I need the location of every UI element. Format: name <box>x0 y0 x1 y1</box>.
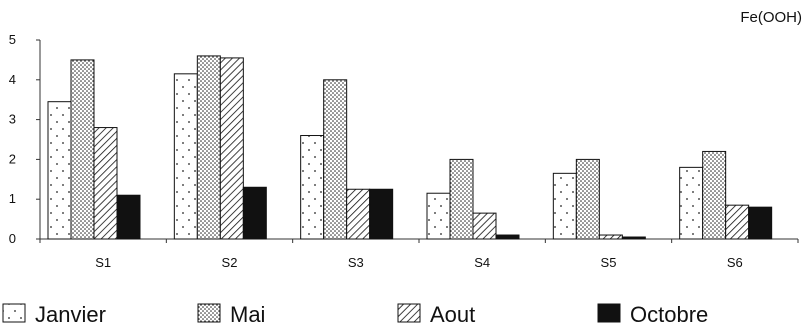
x-tick-label: S3 <box>348 255 364 270</box>
bar-mai-s2 <box>196 55 221 240</box>
bar-janvier-s3 <box>300 135 325 240</box>
legend-label-janvier: Janvier <box>35 302 106 327</box>
x-tick-label: S5 <box>601 255 617 270</box>
bar-mai-s6 <box>702 150 727 240</box>
bar-octobre-s4 <box>495 234 520 240</box>
legend-label-octobre: Octobre <box>630 302 708 327</box>
x-tick-label: S1 <box>95 255 111 270</box>
bar-mai-s3 <box>323 79 348 240</box>
legend-swatch-janvier <box>2 303 26 323</box>
legend-swatch-octobre <box>597 303 621 323</box>
x-tick-label: S6 <box>727 255 743 270</box>
y-tick-label: 1 <box>9 191 16 206</box>
bar-octobre-s3 <box>369 188 394 240</box>
y-tick-label: 5 <box>9 32 16 47</box>
bar-janvier-s5 <box>552 172 577 240</box>
bar-aout-s2 <box>219 57 244 240</box>
y-tick-label: 2 <box>9 151 16 166</box>
y-tick-label: 0 <box>9 231 16 246</box>
x-tick-label: S4 <box>474 255 490 270</box>
bar-mai-s4 <box>449 158 474 240</box>
bar-aout-s5 <box>598 234 623 240</box>
legend-swatch-mai <box>197 303 221 323</box>
y-tick-label: 3 <box>9 112 16 127</box>
bar-mai-s1 <box>70 59 95 240</box>
bar-janvier-s6 <box>679 166 704 240</box>
y-tick-label: 4 <box>9 72 16 87</box>
bar-aout-s4 <box>472 212 497 240</box>
bar-janvier-s1 <box>47 101 72 240</box>
x-tick-label: S2 <box>222 255 238 270</box>
bar-aout-s3 <box>346 188 371 240</box>
bar-octobre-s5 <box>621 236 646 240</box>
bar-janvier-s4 <box>426 192 451 240</box>
bars <box>47 55 773 240</box>
bar-mai-s5 <box>575 158 600 240</box>
bar-janvier-s2 <box>173 73 198 240</box>
legend: Janvier Mai Aout Octobre <box>2 302 708 327</box>
bar-octobre-s6 <box>748 206 773 240</box>
bar-aout-s1 <box>93 127 118 240</box>
legend-label-aout: Aout <box>430 302 475 327</box>
axes: 0 1 2 3 4 5 S1 S2 S3 S4 S5 S6 <box>9 32 799 270</box>
bar-octobre-s1 <box>116 194 141 240</box>
legend-label-mai: Mai <box>230 302 265 327</box>
legend-swatch-aout <box>397 303 421 323</box>
bar-octobre-s2 <box>242 186 267 240</box>
corner-label: Fe(OOH) <box>740 9 802 26</box>
bar-aout-s6 <box>725 204 750 240</box>
